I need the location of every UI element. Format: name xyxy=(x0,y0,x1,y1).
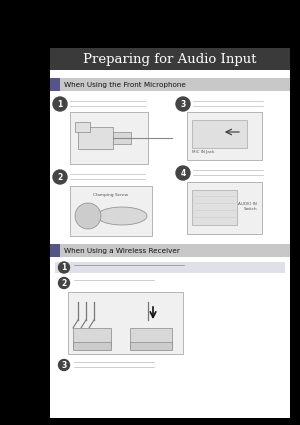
Circle shape xyxy=(58,278,70,289)
Bar xyxy=(75,122,90,132)
Text: When Using a Wireless Receiver: When Using a Wireless Receiver xyxy=(64,247,180,253)
Bar xyxy=(50,78,290,91)
Bar xyxy=(130,328,172,346)
Bar xyxy=(130,342,172,350)
Text: Clamping Screw: Clamping Screw xyxy=(93,193,129,197)
Bar xyxy=(70,112,148,164)
Bar xyxy=(50,244,60,257)
Circle shape xyxy=(58,360,70,371)
Bar xyxy=(113,132,131,144)
Bar xyxy=(50,48,290,70)
Text: Preparing for Audio Input: Preparing for Audio Input xyxy=(83,53,257,65)
Text: When Using the Front Microphone: When Using the Front Microphone xyxy=(64,82,186,88)
Bar xyxy=(68,292,183,354)
Bar xyxy=(78,127,113,149)
Bar xyxy=(73,328,111,346)
Circle shape xyxy=(176,97,190,111)
Bar xyxy=(73,342,111,350)
Bar xyxy=(187,182,262,234)
Text: MIC IN Jack: MIC IN Jack xyxy=(192,150,214,154)
Text: 2: 2 xyxy=(57,173,63,181)
Text: AUDIO IN
Switch: AUDIO IN Switch xyxy=(238,202,257,211)
Ellipse shape xyxy=(97,207,147,225)
Circle shape xyxy=(58,262,70,273)
Text: 3: 3 xyxy=(61,360,67,369)
Bar xyxy=(70,186,152,236)
Bar xyxy=(55,262,285,273)
Circle shape xyxy=(75,203,101,229)
Bar xyxy=(192,120,247,148)
Circle shape xyxy=(53,170,67,184)
Text: 2: 2 xyxy=(61,278,67,287)
Circle shape xyxy=(53,97,67,111)
Text: 4: 4 xyxy=(180,168,186,178)
Text: 1: 1 xyxy=(57,99,63,108)
Text: 1: 1 xyxy=(61,263,67,272)
Bar xyxy=(187,112,262,160)
Text: 3: 3 xyxy=(180,99,186,108)
Bar xyxy=(50,48,290,418)
Circle shape xyxy=(176,166,190,180)
Bar xyxy=(192,190,237,225)
Bar xyxy=(50,78,60,91)
Bar xyxy=(50,244,290,257)
